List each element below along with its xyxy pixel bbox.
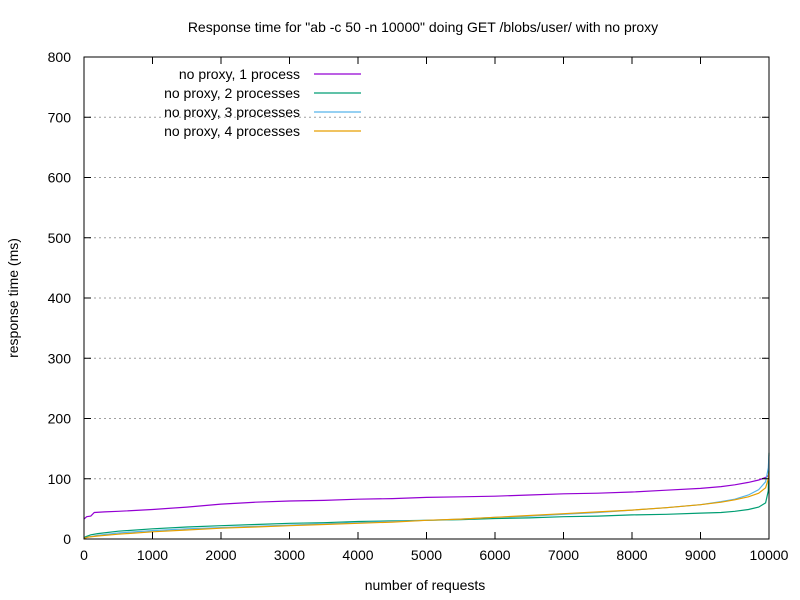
y-tick-label: 100 [48,471,72,487]
legend-label: no proxy, 1 process [179,66,300,82]
legend-label: no proxy, 4 processes [164,123,300,139]
x-tick-label: 2000 [205,547,236,563]
series-line [83,471,770,539]
x-tick-label: 10000 [750,547,789,563]
x-tick-label: 0 [80,547,88,563]
y-tick-label: 0 [63,531,71,547]
y-tick-label: 200 [48,411,72,427]
series-lines [83,452,770,539]
y-tick-label: 400 [48,290,72,306]
x-tick-label: 6000 [479,547,510,563]
legend-label: no proxy, 3 processes [164,104,300,120]
legend: no proxy, 1 process no proxy, 2 processes… [164,66,361,139]
x-tick-label: 4000 [342,547,373,563]
x-tick-label: 9000 [685,547,716,563]
y-axis: 0 100 200 300 400 500 600 700 800 [48,49,769,547]
x-axis-label: number of requests [365,577,486,593]
x-axis: 0 1000 2000 3000 4000 5000 6000 7000 8000 9000 100… [80,57,789,563]
x-tick-label: 5000 [411,547,442,563]
y-tick-label: 600 [48,170,72,186]
series-line [83,454,770,539]
y-tick-label: 500 [48,230,72,246]
y-tick-label: 700 [48,109,72,125]
y-tick-label: 800 [48,49,72,65]
legend-label: no proxy, 2 processes [164,85,300,101]
y-axis-label: response time (ms) [5,238,21,358]
x-tick-label: 3000 [274,547,305,563]
y-tick-label: 300 [48,350,72,366]
series-line [83,474,770,520]
series-line [83,452,770,539]
x-tick-label: 8000 [616,547,647,563]
x-tick-label: 7000 [548,547,579,563]
grid-lines [84,116,769,480]
x-tick-label: 1000 [137,547,168,563]
chart-title: Response time for "ab -c 50 -n 10000" do… [188,19,658,35]
